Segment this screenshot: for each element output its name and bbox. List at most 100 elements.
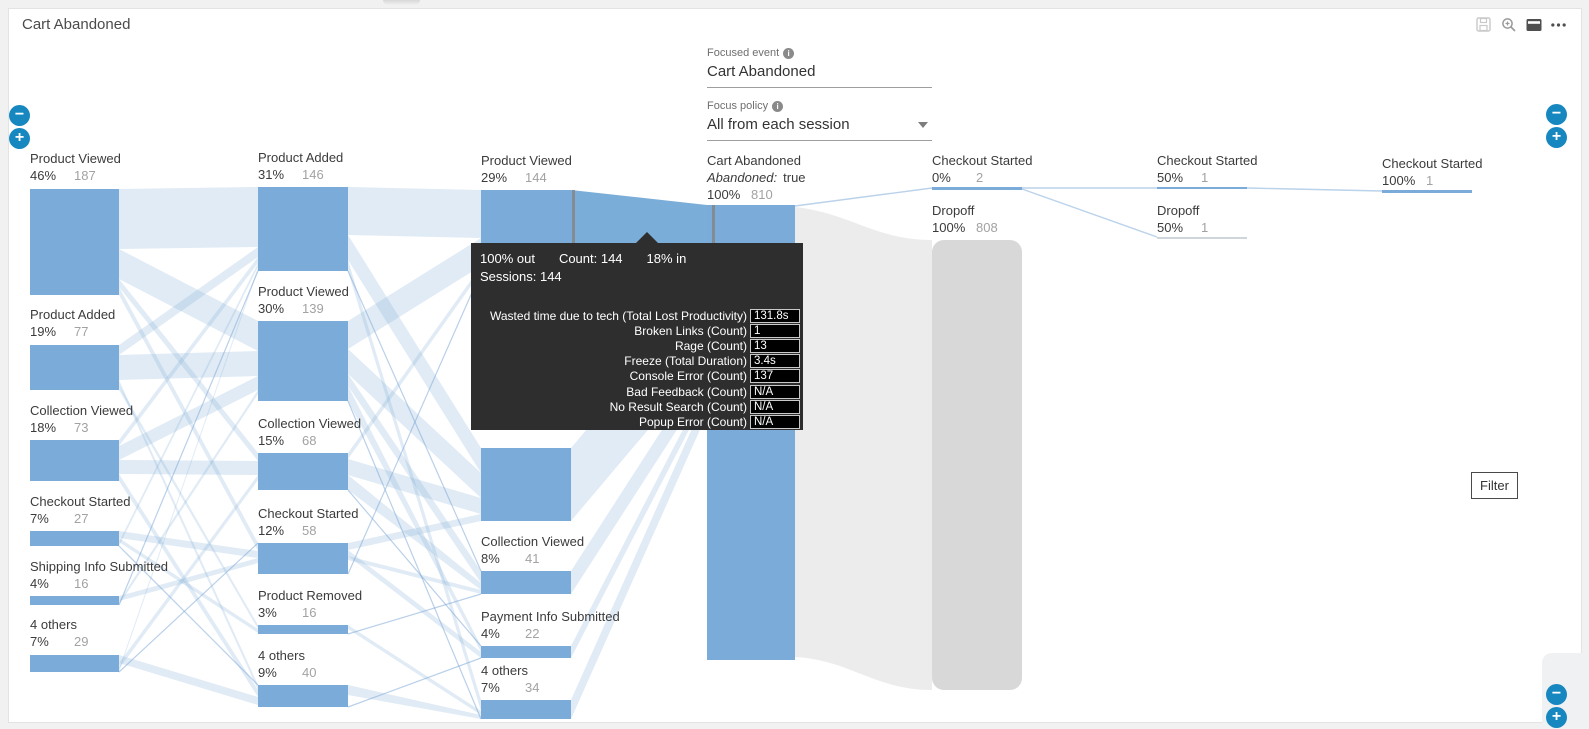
node-pct: 29%: [481, 170, 508, 185]
node-bar-collection-viewed-3[interactable]: [481, 571, 571, 594]
node-label: Product Viewed 30% 139: [258, 283, 349, 317]
node-bar-checkout-started-6[interactable]: [1157, 187, 1247, 189]
tooltip-in-pct: 18% in: [646, 251, 687, 266]
flow-dropoff[interactable]: [795, 207, 932, 690]
metric-label: Console Error (Count): [629, 369, 747, 384]
node-count: 29: [74, 634, 89, 649]
node-label: Cart Abandoned Abandoned: true 100% 810: [707, 152, 806, 203]
flow-tooltip: 100% out Count: 144 18% in Sessions: 144 W…: [471, 232, 803, 430]
node-bar-hidden-3[interactable]: [481, 448, 571, 521]
node-count: 16: [302, 605, 317, 620]
save-icon[interactable]: [1475, 16, 1492, 33]
node-count: 34: [525, 680, 540, 695]
chevron-down-icon: [918, 122, 928, 128]
metric-label: Freeze (Total Duration): [624, 354, 747, 369]
node-label: Product Viewed 46% 187: [30, 150, 121, 184]
more-options-icon[interactable]: [1550, 16, 1567, 33]
node-label: Checkout Started 50% 1: [1157, 152, 1257, 186]
node-bar-product-removed-2[interactable]: [258, 625, 348, 634]
tooltip-header: 100% out Count: 144 18% in Sessions: 144: [471, 243, 803, 286]
tooltip-out-pct: 100% out: [480, 251, 535, 266]
node-bar-checkout-started-7[interactable]: [1382, 190, 1472, 193]
node-pct: 3%: [258, 605, 277, 620]
node-bar-checkout-started-2[interactable]: [258, 543, 348, 574]
node-pct: 50%: [1157, 170, 1184, 185]
tooltip-sessions: Sessions: 144: [480, 269, 562, 284]
node-name: Checkout Started: [30, 494, 131, 509]
node-label: Collection Viewed 18% 73: [30, 402, 133, 436]
node-bar-4-others-1[interactable]: [30, 655, 119, 672]
node-bar-product-added-2[interactable]: [258, 187, 348, 271]
focus-policy-select[interactable]: All from each session: [707, 112, 932, 141]
node-bar-4-others-3[interactable]: [481, 700, 571, 719]
node-pct: 100%: [932, 220, 966, 235]
node-pct: 0%: [932, 170, 951, 185]
node-name: Product Added: [30, 307, 116, 322]
node-count: 187: [74, 168, 96, 183]
info-icon[interactable]: [772, 100, 784, 112]
focused-event-label-text: Focused event: [707, 47, 780, 59]
top-edge-artifact: [383, 0, 420, 5]
metric-label: Bad Feedback (Count): [626, 384, 747, 399]
focused-event-field: Focused event Cart Abandoned: [707, 47, 932, 88]
metric-label: Wasted time due to tech (Total Lost Prod…: [490, 308, 747, 323]
node-bar-product-added-1[interactable]: [30, 345, 119, 390]
node-count: 58: [302, 523, 317, 538]
tooltip-metrics-table: Wasted time due to tech (Total Lost Prod…: [475, 308, 800, 430]
node-label: Shipping Info Submitted 4% 16: [30, 558, 168, 592]
node-pct: 7%: [30, 511, 49, 526]
node-bar-shipping-info-submitted-1[interactable]: [30, 596, 119, 605]
node-bar-product-viewed-1[interactable]: [30, 189, 119, 295]
node-bar-checkout-started-1[interactable]: [30, 531, 119, 546]
node-bar-collection-viewed-2[interactable]: [258, 453, 348, 490]
panel-layout-icon[interactable]: [1525, 16, 1542, 33]
node-label: 4 others 7% 34: [481, 662, 539, 696]
node-count: 146: [302, 167, 324, 182]
node-pct: 4%: [481, 626, 500, 641]
node-name: Collection Viewed: [258, 416, 362, 431]
node-bar-collection-viewed-1[interactable]: [30, 440, 119, 481]
node-pct: 100%: [1382, 173, 1416, 188]
zoom-in-icon[interactable]: [1500, 16, 1517, 33]
node-name: 4 others: [481, 663, 528, 678]
zoom-in-button-right[interactable]: [1546, 127, 1567, 148]
zoom-out-button-left[interactable]: [9, 105, 30, 126]
node-label: Checkout Started 7% 27: [30, 493, 130, 527]
node-bar-dropoff-5[interactable]: [932, 240, 1022, 690]
metric-label: Broken Links (Count): [634, 323, 747, 338]
node-pct: 46%: [30, 168, 57, 183]
node-name: Shipping Info Submitted: [30, 559, 169, 574]
node-count: 27: [74, 511, 89, 526]
node-name: Product Removed: [258, 588, 363, 603]
filter-button[interactable]: Filter: [1471, 472, 1518, 499]
page-title: Cart Abandoned: [22, 16, 131, 33]
zoom-in-button-left[interactable]: [9, 128, 30, 149]
tooltip-count: Count: 144: [558, 251, 623, 266]
focused-event-input[interactable]: Cart Abandoned: [707, 59, 932, 88]
node-label: Product Added 31% 146: [258, 149, 343, 183]
node-bar-4-others-2[interactable]: [258, 685, 348, 707]
node-name: Collection Viewed: [30, 403, 134, 418]
flow-source-edge-marker: [572, 190, 575, 272]
node-bar-product-viewed-2[interactable]: [258, 321, 348, 401]
node-label: Product Viewed 29% 144: [481, 152, 572, 186]
node-pct: 4%: [30, 576, 49, 591]
node-count: 2: [976, 170, 984, 185]
flow-links[interactable]: [119, 187, 707, 719]
node-pct: 8%: [481, 551, 500, 566]
node-bar-payment-info-submitted-3[interactable]: [481, 646, 571, 658]
zoom-out-button-bottom-right[interactable]: [1546, 684, 1567, 705]
metric-value: 1: [750, 323, 800, 338]
zoom-out-button-right[interactable]: [1546, 104, 1567, 125]
node-bar-checkout-started-5[interactable]: [932, 187, 1022, 190]
node-pct: 50%: [1157, 220, 1184, 235]
info-icon[interactable]: [783, 47, 795, 59]
node-bar-dropoff-6[interactable]: [1157, 237, 1247, 239]
node-name: Dropoff: [1157, 203, 1200, 218]
node-label: Product Added 19% 77: [30, 306, 115, 340]
node-count: 1: [1201, 220, 1209, 235]
metric-label: No Result Search (Count): [609, 399, 747, 414]
metric-value: 131.8s: [750, 308, 800, 323]
zoom-in-button-bottom-right[interactable]: [1546, 707, 1567, 728]
node-count: 77: [74, 324, 89, 339]
